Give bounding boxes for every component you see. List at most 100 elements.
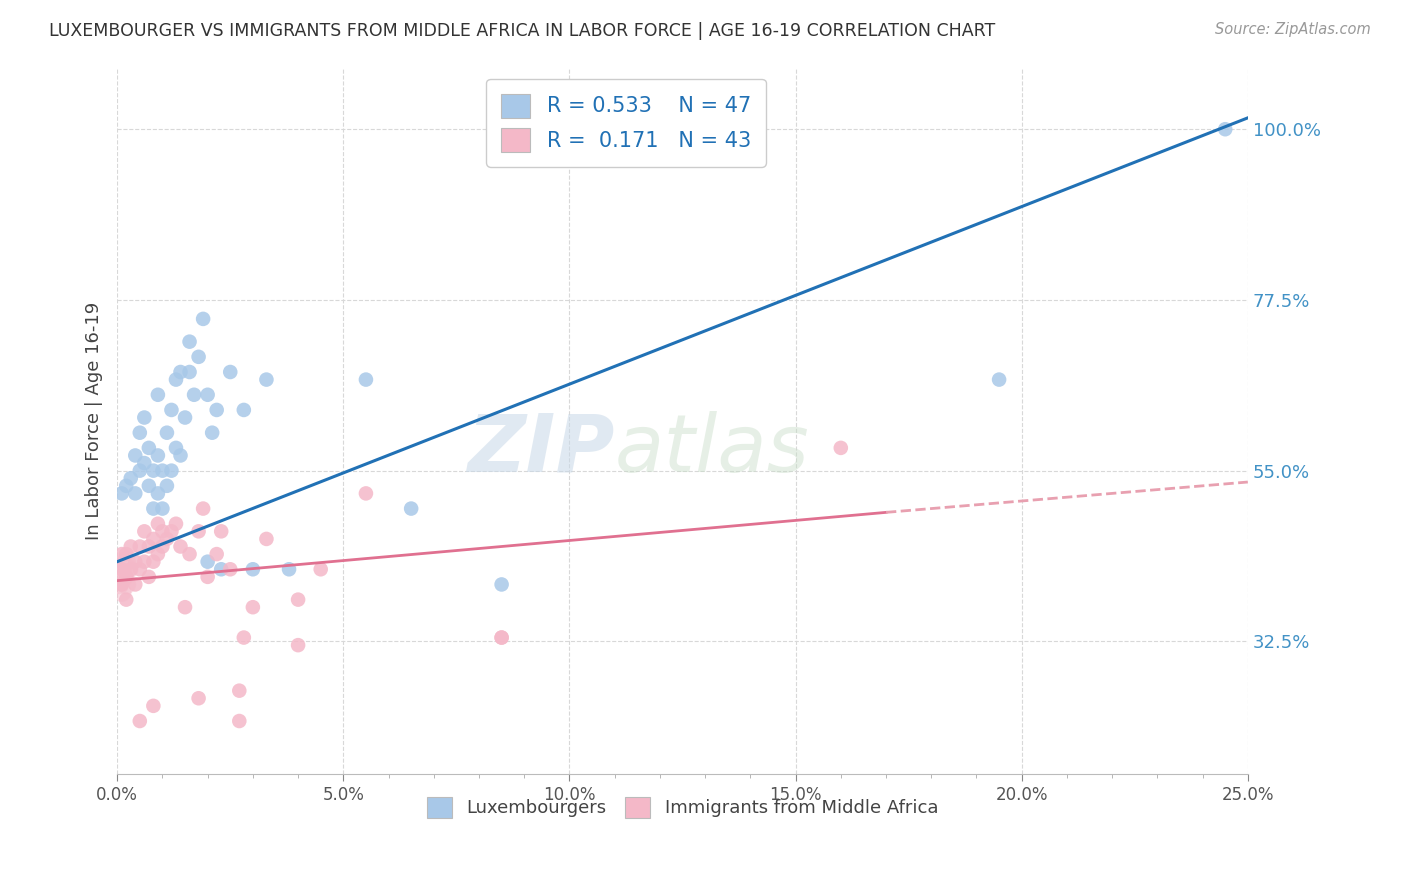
Point [111,547,134,561]
Point [120,471,142,485]
Point [134,456,156,470]
Legend: Luxembourgers, Immigrants from Middle Africa: Luxembourgers, Immigrants from Middle Af… [420,789,945,825]
Point [142,555,165,569]
Y-axis label: In Labor Force | Age 16-19: In Labor Force | Age 16-19 [86,302,103,541]
Point [179,547,201,561]
Point [115,547,138,561]
Point [108,577,131,591]
Point [254,532,277,546]
Point [152,540,174,554]
Point [156,479,179,493]
Point [138,570,160,584]
Point [128,714,150,728]
Point [309,562,332,576]
Point [115,570,138,584]
Text: LUXEMBOURGER VS IMMIGRANTS FROM MIDDLE AFRICA IN LABOR FORCE | AGE 16-19 CORRELA: LUXEMBOURGER VS IMMIGRANTS FROM MIDDLE A… [49,22,995,40]
Point [124,486,146,500]
Point [174,600,197,615]
Point [115,479,138,493]
Point [187,524,209,539]
Point [254,373,277,387]
Point [354,486,377,500]
Point [988,373,1011,387]
Point [830,441,852,455]
Point [232,631,254,645]
Point [138,479,160,493]
Point [152,464,174,478]
Point [142,532,165,546]
Point [169,365,191,379]
Point [111,562,134,576]
Point [138,540,160,554]
Point [111,585,134,599]
Point [209,524,232,539]
Point [111,577,134,591]
Point [134,410,156,425]
Text: Source: ZipAtlas.com: Source: ZipAtlas.com [1215,22,1371,37]
Point [1213,122,1236,136]
Point [138,441,160,455]
Point [491,631,513,645]
Point [146,388,169,402]
Point [111,562,134,576]
Point [128,540,150,554]
Point [165,373,187,387]
Point [354,373,377,387]
Point [197,570,219,584]
Point [128,562,150,576]
Point [205,547,228,561]
Point [228,714,250,728]
Point [242,600,264,615]
Point [205,403,228,417]
Point [187,350,209,364]
Point [169,540,191,554]
Point [120,540,142,554]
Point [115,592,138,607]
Point [124,577,146,591]
Point [219,562,242,576]
Point [209,562,232,576]
Point [152,524,174,539]
Point [146,547,169,561]
Point [142,698,165,713]
Point [165,516,187,531]
Point [160,524,183,539]
Point [491,631,513,645]
Point [174,410,197,425]
Point [134,524,156,539]
Point [156,425,179,440]
Text: atlas: atlas [614,410,810,489]
Point [156,532,179,546]
Point [187,691,209,706]
Point [112,570,135,584]
Point [146,486,169,500]
Point [160,403,183,417]
Point [142,464,165,478]
Point [134,555,156,569]
Point [242,562,264,576]
Point [287,638,309,652]
Point [115,555,138,569]
Point [124,449,146,463]
Point [197,388,219,402]
Point [117,562,139,576]
Point [399,501,422,516]
Point [287,592,309,607]
Point [228,683,250,698]
Text: ZIP: ZIP [467,410,614,489]
Point [183,388,205,402]
Point [191,501,214,516]
Point [169,449,191,463]
Point [197,555,219,569]
Point [152,501,174,516]
Point [124,555,146,569]
Point [278,562,301,576]
Point [115,577,138,591]
Point [111,486,134,500]
Point [160,464,183,478]
Point [146,516,169,531]
Point [142,501,165,516]
Point [128,464,150,478]
Point [165,441,187,455]
Point [219,365,242,379]
